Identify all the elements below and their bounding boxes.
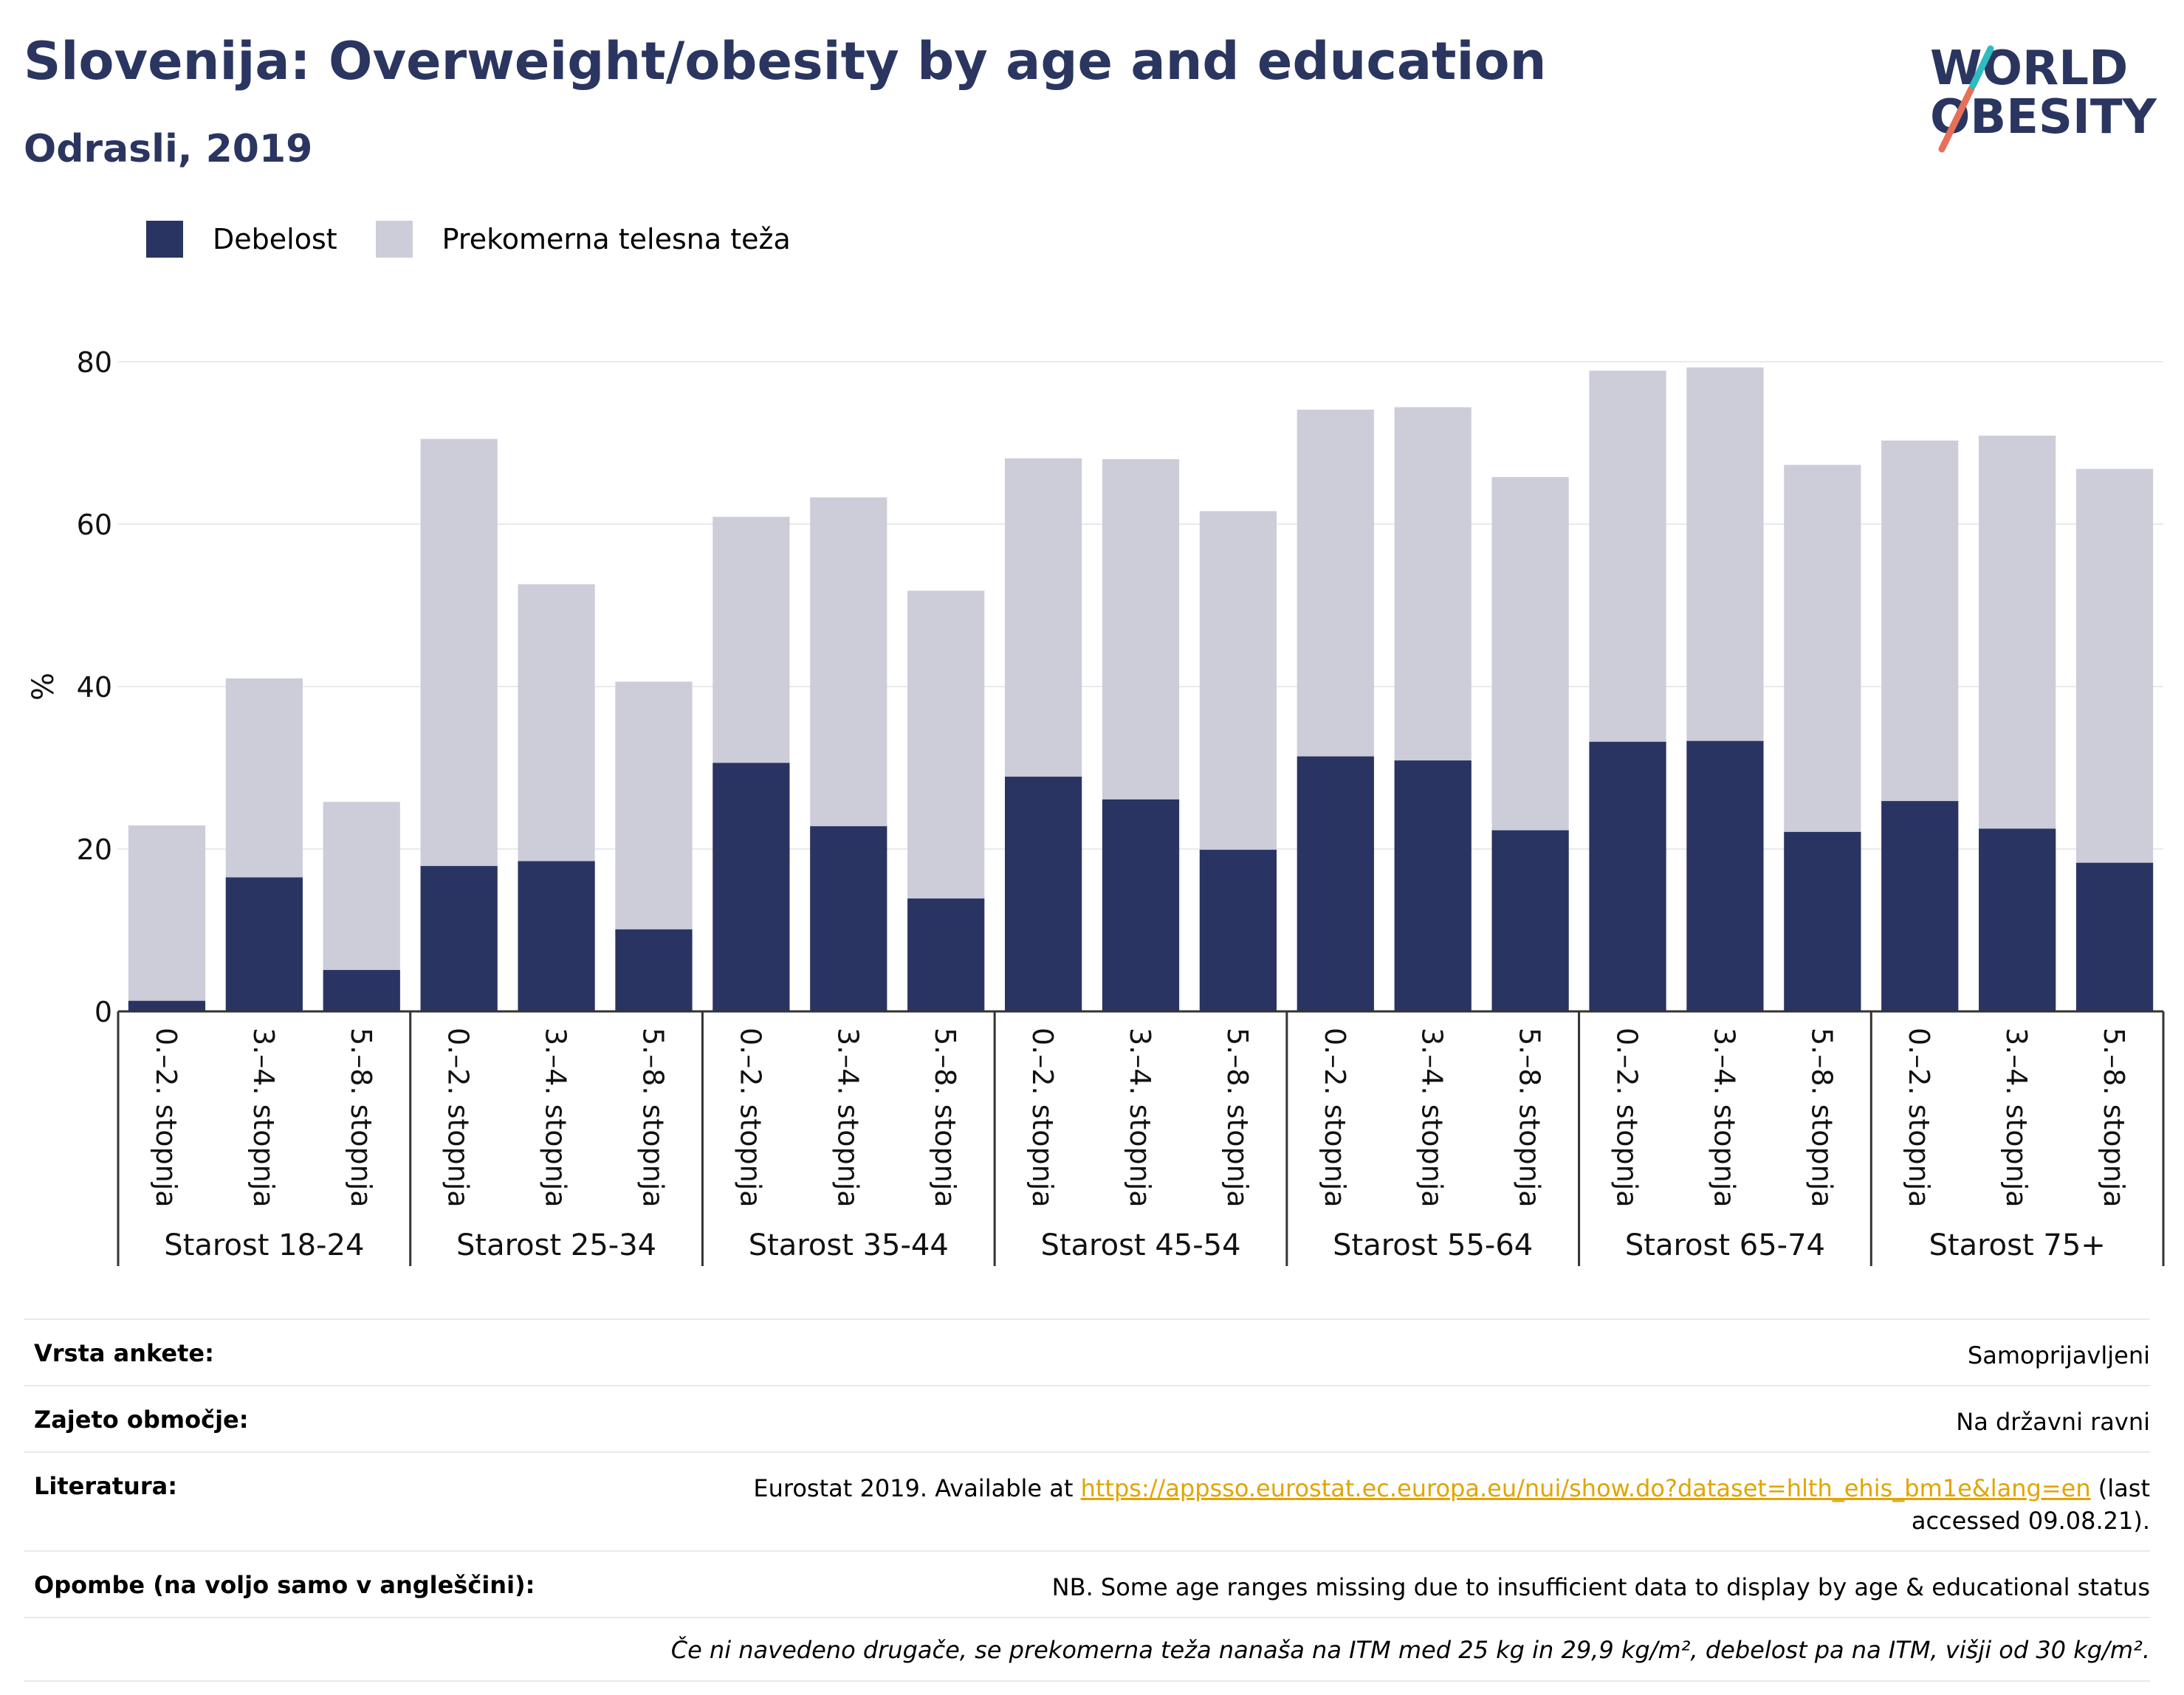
legend-swatch-obesity <box>146 221 183 258</box>
x-tick-label: 5.–8. stopnja <box>345 1028 377 1208</box>
bar-obesity <box>128 1000 206 1011</box>
group-label: Starost 55-64 <box>1333 1228 1533 1262</box>
bar-obesity <box>907 898 985 1011</box>
x-tick-label: 3.–4. stopnja <box>1416 1028 1449 1208</box>
bar-obesity <box>1881 801 1959 1011</box>
x-tick-label: 3.–4. stopnja <box>1708 1028 1740 1208</box>
bar-obesity <box>518 861 595 1011</box>
chart-subtitle: Odrasli, 2019 <box>24 127 313 171</box>
legend-label-overweight: Prekomerna telesna teža <box>442 223 791 255</box>
bar-obesity <box>712 763 790 1011</box>
coverage-value: Na državni ravni <box>1956 1408 2150 1436</box>
bar-obesity <box>1784 831 1861 1011</box>
chart-title: Slovenija: Overweight/obesity by age and… <box>24 31 1547 92</box>
bar-obesity <box>2075 862 2154 1011</box>
literature-label: Literatura: <box>34 1472 177 1500</box>
y-tick-label: 0 <box>95 996 112 1028</box>
literature-prefix: Eurostat 2019. Available at <box>753 1474 1081 1502</box>
x-tick-label: 5.–8. stopnja <box>1805 1028 1838 1208</box>
bar-obesity <box>1979 828 2056 1011</box>
survey-value: Samoprijavljeni <box>1967 1341 2150 1369</box>
y-tick-label: 20 <box>77 833 112 866</box>
bar-overweight <box>128 825 206 1011</box>
y-tick-label: 40 <box>77 671 112 704</box>
info-row-notes: Opombe (na voljo samo v angleščini): NB.… <box>24 1550 2150 1617</box>
x-tick-label: 3.–4. stopnja <box>247 1028 280 1208</box>
x-tick-label: 0.–2. stopnja <box>734 1028 766 1208</box>
legend-swatch-overweight <box>375 221 413 258</box>
bar-obesity <box>1199 850 1277 1011</box>
x-tick-label: 0.–2. stopnja <box>1903 1028 1935 1208</box>
group-label: Starost 25-34 <box>456 1228 656 1262</box>
legend-item-overweight: Prekomerna telesna teža <box>375 221 791 258</box>
legend-label-obesity: Debelost <box>213 223 337 255</box>
info-row-coverage: Zajeto območje: Na državni ravni <box>24 1385 2150 1451</box>
coverage-label: Zajeto območje: <box>34 1406 249 1434</box>
literature-value: Eurostat 2019. Available at https://apps… <box>673 1472 2150 1537</box>
bar-obesity <box>1491 830 1569 1011</box>
info-row-survey: Vrsta ankete: Samoprijavljeni <box>24 1318 2150 1385</box>
chart-legend: Debelost Prekomerna telesna teža <box>146 219 829 260</box>
group-label: Starost 18-24 <box>164 1228 364 1262</box>
legend-item-obesity: Debelost <box>146 221 337 258</box>
x-tick-label: 0.–2. stopnja <box>1319 1028 1351 1208</box>
x-tick-label: 3.–4. stopnja <box>1124 1028 1156 1208</box>
y-tick-label: 80 <box>77 346 112 379</box>
group-label: Starost 45-54 <box>1040 1228 1240 1262</box>
logo-line1: WORLD <box>1930 41 2128 96</box>
bar-obesity <box>810 826 887 1011</box>
x-tick-label: 5.–8. stopnja <box>2098 1028 2130 1208</box>
notes-label: Opombe (na voljo samo v angleščini): <box>34 1571 535 1599</box>
literature-link[interactable]: https://appsso.eurostat.ec.europa.eu/nui… <box>1080 1474 2091 1502</box>
world-obesity-logo: WORLD OBESITY <box>1930 41 2157 153</box>
x-tick-label: 5.–8. stopnja <box>1221 1028 1254 1208</box>
literature-suffix: (last accessed 09.08.21). <box>1911 1474 2150 1535</box>
stacked-bar-chart: 0 20 40 60 80% 0.–2. stopnja 3.–4. stopnja 5.–8… <box>27 346 2165 1266</box>
x-tick-label: 3.–4. stopnja <box>2000 1028 2033 1208</box>
bar-obesity <box>1004 777 1082 1011</box>
x-tick-label: 5.–8. stopnja <box>636 1028 669 1208</box>
x-tick-label: 0.–2. stopnja <box>442 1028 475 1208</box>
x-tick-label: 0.–2. stopnja <box>150 1028 182 1208</box>
survey-label: Vrsta ankete: <box>34 1339 214 1367</box>
info-table: Vrsta ankete: Samoprijavljeni Zajeto obm… <box>24 1318 2150 1682</box>
bar-obesity <box>1297 756 1374 1011</box>
info-row-literature: Literatura: Eurostat 2019. Available at … <box>24 1451 2150 1550</box>
bar-obesity <box>1686 740 1764 1011</box>
bar-obesity <box>225 877 303 1011</box>
y-axis-label: % <box>27 673 61 701</box>
bar-obesity <box>1102 799 1180 1011</box>
x-tick-label: 0.–2. stopnja <box>1611 1028 1644 1208</box>
notes-value: NB. Some age ranges missing due to insuf… <box>1051 1573 2150 1601</box>
x-tick-label: 3.–4. stopnja <box>540 1028 572 1208</box>
bar-obesity <box>615 929 693 1011</box>
x-tick-label: 3.–4. stopnja <box>831 1028 864 1208</box>
bar-obesity <box>1394 760 1472 1011</box>
group-label: Starost 75+ <box>1929 1228 2106 1262</box>
bar-obesity <box>1589 741 1666 1011</box>
x-tick-label: 5.–8. stopnja <box>929 1028 961 1208</box>
x-tick-label: 5.–8. stopnja <box>1514 1028 1546 1208</box>
group-label: Starost 35-44 <box>749 1228 949 1262</box>
bar-obesity <box>420 866 498 1011</box>
bar-obesity <box>323 969 400 1011</box>
y-tick-label: 60 <box>77 509 112 541</box>
group-label: Starost 65-74 <box>1625 1228 1825 1262</box>
definition-note: Če ni navedeno drugače, se prekomerna te… <box>24 1617 2150 1682</box>
x-tick-label: 0.–2. stopnja <box>1026 1028 1059 1208</box>
